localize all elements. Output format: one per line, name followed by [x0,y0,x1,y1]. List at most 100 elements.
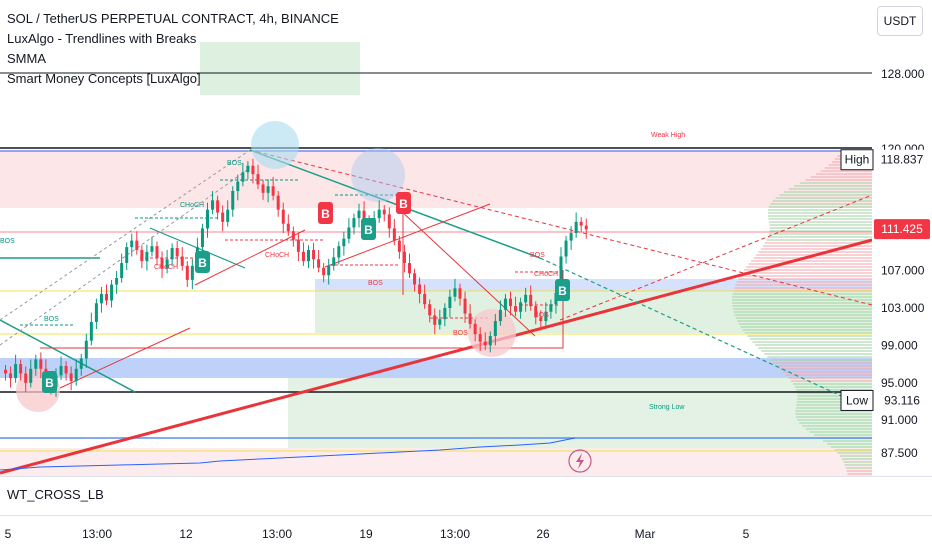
svg-text:Low: Low [846,393,868,407]
currency-button[interactable]: USDT [877,6,923,36]
candle [498,300,502,326]
volume-bar [768,221,872,223]
lightning-icon[interactable] [568,449,592,473]
candle [206,202,209,238]
candle [19,359,23,381]
volume-bar [760,248,872,250]
indicator-label-2[interactable]: SMMA [7,51,46,66]
candle [266,179,270,203]
time-axis[interactable]: 5 13:00 12 13:00 19 13:00 26 Mar 5 [5,527,750,541]
volume-bar [796,404,872,406]
candle [342,231,346,256]
volume-bar [733,311,872,313]
red-thin-line-4 [399,209,536,337]
choch-label: CHoCH [180,202,204,209]
volume-bar [794,185,872,187]
volume-bar [746,266,872,268]
volume-bar [758,251,872,253]
candle [428,299,432,323]
indicator-label-3[interactable]: Smart Money Concepts [LuxAlgo] [7,71,201,86]
svg-text:B: B [321,207,330,221]
blue-zone-lower [0,358,872,378]
structure-lines [20,179,560,326]
x-tick-label: 13:00 [262,527,292,541]
candle [352,213,356,235]
indicator-label-1[interactable]: LuxAlgo - Trendlines with Breaks [7,31,197,46]
volume-bar [732,299,872,301]
candle [140,245,144,269]
chart-title[interactable]: SOL / TetherUS PERPETUAL CONTRACT, 4h, B… [7,11,339,26]
candle [256,164,260,190]
volume-bar [761,350,872,352]
volume-bar [797,395,872,397]
candle [231,186,235,217]
candle [79,353,83,376]
price-axis[interactable]: 128.000120.000107.000103.00099.00095.000… [872,0,932,515]
buy-badge: B [555,279,570,301]
pink-discount-zone [0,448,872,476]
volume-bar [841,458,872,460]
red-dashed-trendline-2 [559,194,873,321]
candle [327,258,331,285]
volume-bar [827,443,872,445]
candle [317,249,321,273]
volume-bar [802,425,872,427]
x-tick-label: Mar [635,527,656,541]
volume-bar [737,320,872,322]
wt-cross-line [0,437,576,471]
candle [514,296,518,317]
volume-bar [732,302,872,304]
choch-label: CHoCH [534,271,558,278]
candle [539,310,543,331]
volume-bar [732,293,872,295]
volume-bar [752,341,872,343]
candle [397,235,401,259]
candle [155,241,159,266]
y-tick-label: 99.000 [881,338,918,352]
volume-bar [823,440,872,442]
candle [468,304,472,329]
candle [534,301,538,325]
volume-bar [809,431,872,433]
volume-bar [768,233,872,235]
candle [402,244,406,273]
volume-bar [793,383,872,385]
candle [524,287,528,312]
candle [64,361,68,381]
candle [549,299,553,319]
candle [24,366,28,393]
candle [185,261,189,287]
volume-bar [790,380,872,382]
x-tick-label: 26 [536,527,550,541]
circle-top-1 [251,121,299,169]
volume-bar [769,224,872,226]
y-tick-label: 103.000 [881,301,925,315]
candle [99,286,103,313]
candle [14,354,18,383]
y-tick-label: 91.000 [881,413,918,427]
volume-bar [734,314,872,316]
candle [448,289,452,318]
price-tags: High 118.837 111.425 Low 93.116 [840,149,930,411]
candle [382,205,386,222]
blue-zone-upper [315,279,872,291]
candle [509,291,512,316]
x-tick-label: 5 [743,527,750,541]
svg-text:93.116: 93.116 [884,393,920,407]
lower-pane-label[interactable]: WT_CROSS_LB [7,487,104,502]
candle [332,248,336,271]
volume-bar [763,245,872,247]
volume-bar [799,182,872,184]
red-thin-line-2 [194,229,306,286]
candle [34,354,38,376]
candle [357,203,361,228]
candle [105,284,108,306]
volume-bar [795,410,872,412]
circle-top-2 [351,148,405,202]
candle [135,231,139,255]
x-tick-label: 19 [359,527,373,541]
x-tick-label: 5 [5,527,12,541]
candle [564,235,568,264]
sell-badge: B [396,192,411,214]
